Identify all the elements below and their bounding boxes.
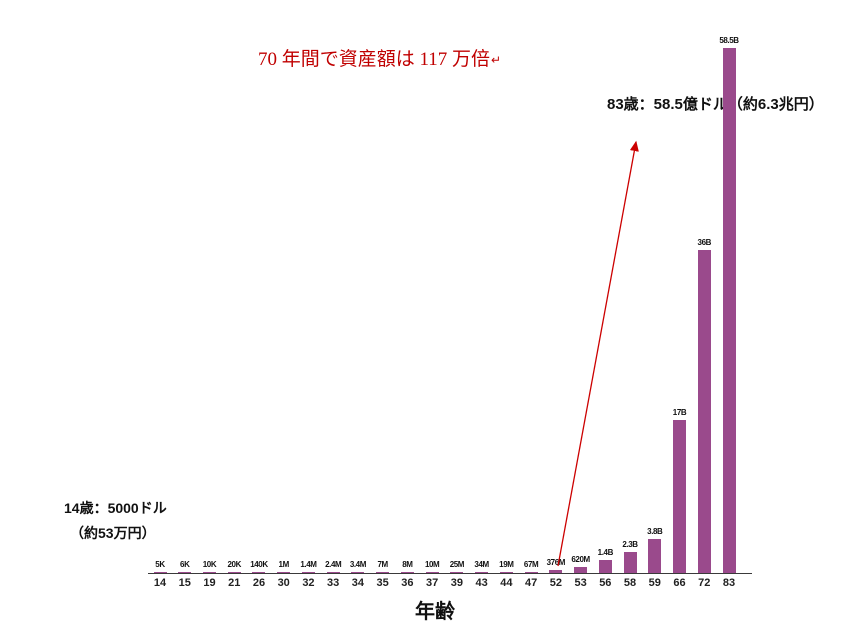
bar-value-label: 25M bbox=[449, 560, 465, 570]
bar bbox=[277, 572, 291, 573]
age-tick-label: 59 bbox=[648, 577, 661, 589]
age-tick-label: 47 bbox=[524, 577, 538, 589]
bar bbox=[153, 572, 167, 573]
bar-value-label: 6K bbox=[180, 560, 190, 570]
bar bbox=[252, 572, 266, 573]
bar-value-label: 34M bbox=[474, 560, 489, 570]
bar-value-label: 10M bbox=[424, 560, 440, 570]
bar bbox=[425, 572, 439, 573]
bar bbox=[549, 569, 563, 573]
bar bbox=[475, 572, 489, 573]
bar bbox=[351, 572, 365, 573]
bar bbox=[326, 572, 340, 573]
bar-value-label: 19M bbox=[499, 560, 514, 570]
bar bbox=[524, 572, 538, 573]
bar-value-label: 36B bbox=[697, 237, 712, 247]
bar bbox=[722, 48, 736, 573]
age-tick-label: 66 bbox=[673, 577, 686, 589]
bar bbox=[623, 552, 637, 573]
age-tick-label: 30 bbox=[277, 577, 290, 589]
bar-value-label: 20K bbox=[227, 560, 241, 570]
bar-value-label: 140K bbox=[250, 560, 268, 570]
bar-value-label: 17B bbox=[672, 408, 687, 418]
bar-value-label: 5K bbox=[155, 560, 165, 570]
age-tick-label: 33 bbox=[327, 577, 340, 589]
age-tick-label: 32 bbox=[302, 577, 315, 589]
age-tick-label: 14 bbox=[153, 577, 167, 589]
bar-value-label: 7M bbox=[377, 560, 388, 570]
bar-value-label: 3.4M bbox=[349, 560, 367, 570]
age-tick-label: 34 bbox=[351, 577, 365, 589]
bar bbox=[574, 567, 588, 573]
start-annotation-line1: 14歳：5000ドル bbox=[64, 500, 167, 516]
bar-value-label: 67M bbox=[523, 560, 539, 570]
bar bbox=[202, 572, 216, 573]
bar-value-label: 3.8B bbox=[647, 526, 663, 536]
age-tick-label: 15 bbox=[178, 577, 191, 589]
paragraph-return-mark: ↵ bbox=[491, 53, 502, 68]
chart-title: 70 年間で資産額は 117 万倍↵ bbox=[258, 44, 501, 71]
age-tick-label: 37 bbox=[426, 577, 439, 589]
bar-chart: 5K 14 6K 15 10K 19 20K 21 140K 26 1M 30 1.4M 32 2.4M 33… bbox=[148, 36, 752, 589]
age-tick-label: 39 bbox=[450, 577, 463, 589]
age-tick-label: 43 bbox=[475, 577, 488, 589]
bar bbox=[400, 572, 414, 573]
age-tick-label: 19 bbox=[203, 577, 216, 589]
age-tick-label: 26 bbox=[252, 577, 266, 589]
bar-value-label: 1M bbox=[278, 560, 290, 570]
bar bbox=[450, 572, 464, 573]
bar bbox=[673, 420, 687, 573]
bar bbox=[499, 572, 513, 573]
age-tick-label: 53 bbox=[574, 577, 587, 589]
bar-value-label: 2.4M bbox=[325, 560, 342, 570]
bar-value-label: 2.3B bbox=[622, 540, 638, 550]
bar bbox=[598, 560, 612, 573]
x-axis-label: 年齢 bbox=[415, 601, 455, 623]
bar bbox=[227, 572, 241, 573]
peak-annotation: 83歳：58.5億ドル（約6.3兆円） bbox=[607, 96, 824, 113]
age-tick-label: 21 bbox=[228, 577, 241, 589]
start-annotation: 14歳：5000ドル （約53万円） bbox=[64, 496, 167, 546]
age-tick-label: 36 bbox=[401, 577, 414, 589]
age-tick-label: 58 bbox=[623, 577, 637, 589]
start-annotation-line2: （約53万円） bbox=[70, 525, 156, 541]
age-tick-label: 56 bbox=[599, 577, 612, 589]
bar bbox=[648, 538, 662, 573]
age-tick-label: 72 bbox=[698, 577, 711, 589]
bar-value-label: 620M bbox=[571, 555, 590, 565]
bar-value-label: 376M bbox=[546, 557, 566, 567]
age-tick-label: 83 bbox=[722, 577, 736, 589]
chart-title-text: 70 年間で資産額は 117 万倍 bbox=[258, 49, 491, 70]
bar-value-label: 1.4M bbox=[300, 560, 317, 570]
bar-value-label: 58.5B bbox=[719, 36, 739, 45]
bar-value-label: 10K bbox=[202, 560, 217, 570]
bar bbox=[178, 572, 192, 573]
bar bbox=[301, 572, 315, 573]
bar-value-label: 1.4B bbox=[597, 548, 614, 558]
bar-value-label: 8M bbox=[402, 560, 413, 570]
bar bbox=[697, 249, 711, 573]
age-tick-label: 52 bbox=[549, 577, 562, 589]
age-tick-label: 35 bbox=[376, 577, 389, 589]
age-tick-label: 44 bbox=[500, 577, 513, 589]
bar bbox=[376, 572, 390, 573]
